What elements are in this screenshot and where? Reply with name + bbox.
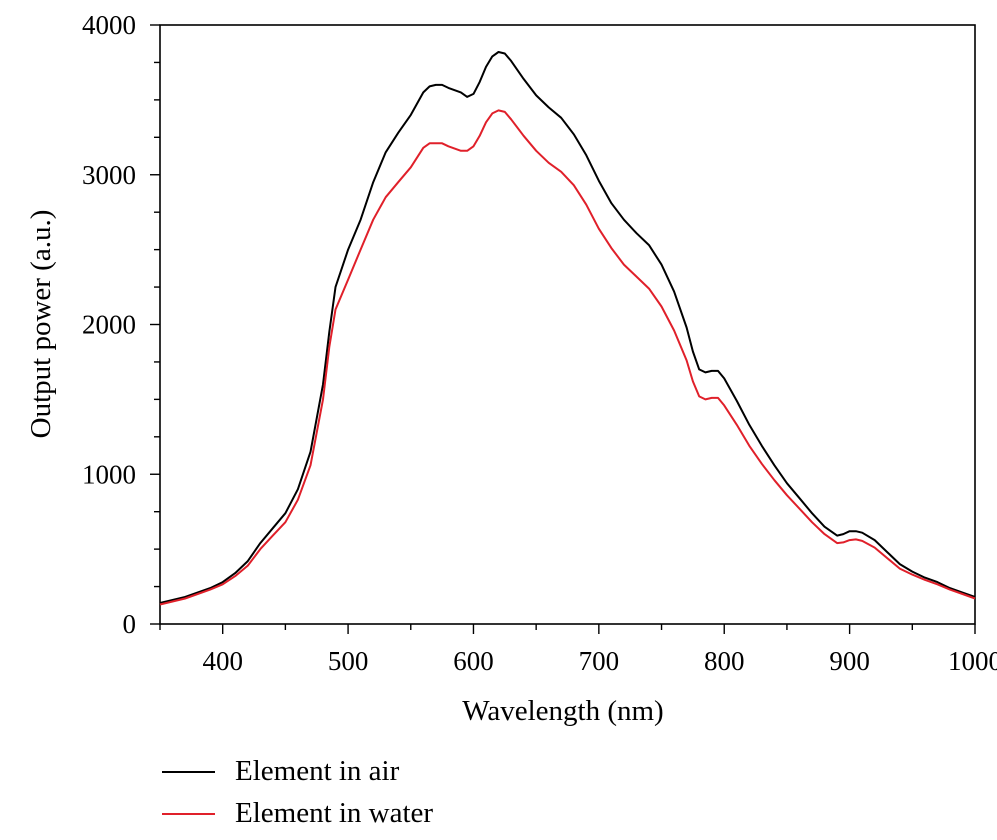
y-tick-label: 3000 — [82, 160, 136, 190]
y-tick-label: 0 — [123, 609, 137, 639]
legend-label-element-in-water: Element in water — [235, 797, 433, 829]
x-tick-label: 400 — [202, 646, 243, 676]
x-tick-label: 700 — [579, 646, 620, 676]
y-tick-label: 4000 — [82, 10, 136, 40]
series-layer — [159, 51, 976, 606]
plot-frame — [159, 24, 976, 625]
x-axis-title: Wavelength (nm) — [462, 695, 663, 727]
x-tick-label: 500 — [328, 646, 369, 676]
x-tick-label: 800 — [704, 646, 745, 676]
series-line-element-in-water — [159, 109, 976, 606]
x-axis: 400 500 600 700 800 900 1000 — [159, 624, 997, 676]
series-line-element-in-air — [159, 51, 976, 604]
y-tick-label: 2000 — [82, 310, 136, 340]
legend: Element in air Element in water — [162, 755, 433, 829]
y-axis-title: Output power (a.u.) — [25, 210, 57, 439]
y-tick-label: 1000 — [82, 459, 136, 489]
x-tick-label: 900 — [829, 646, 870, 676]
legend-label-element-in-air: Element in air — [235, 755, 400, 787]
x-tick-label: 1000 — [948, 646, 997, 676]
y-axis: 0 1000 2000 3000 4000 — [82, 10, 160, 639]
x-tick-label: 600 — [453, 646, 494, 676]
